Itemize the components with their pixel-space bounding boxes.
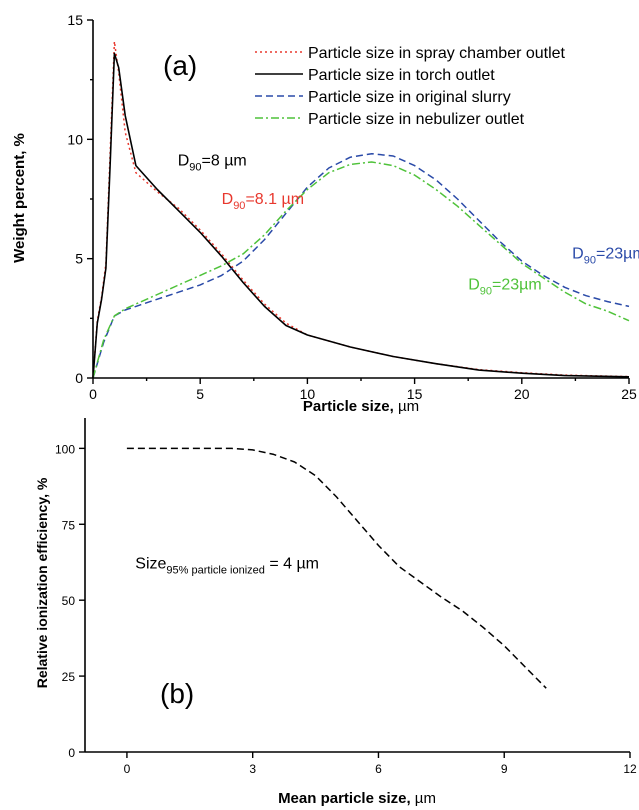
chart-a-series-line-2 — [92, 152, 630, 379]
chart-a-panel-label: (a) — [163, 50, 197, 81]
chart-b-y-axis-title: Relative ionization efficiency, % — [34, 477, 50, 688]
chart-b-x-tick-label-1: 3 — [249, 762, 256, 776]
chart-a-annotations: D90=8 µm D90=8.1 µm D90=23µm D90=23µm — [178, 153, 639, 298]
chart-a-series-line-1 — [92, 52, 630, 379]
chart-b-x-axis-title: Mean particle size, µm — [278, 790, 436, 807]
chart-b-ticks: 0 3 6 9 12 0 25 50 75 100 — [55, 442, 637, 776]
chart-a-lines — [92, 40, 630, 379]
chart-b-panel-label: (b) — [160, 678, 194, 709]
chart-a-x-tick-label-2: 10 — [300, 386, 316, 402]
chart-b-x-tick-label-2: 6 — [375, 762, 382, 776]
chart-b-y-tick-label-3: 75 — [62, 518, 76, 532]
chart-b-x-tick-label-4: 12 — [623, 762, 637, 776]
chart-a-x-tick-label-1: 5 — [196, 386, 204, 402]
chart-a-x-tick-label-0: 0 — [89, 386, 97, 402]
chart-b-y-tick-label-4: 100 — [55, 442, 75, 456]
chart-a-x-tick-label-3: 15 — [407, 386, 423, 402]
chart-panel-a: 0 5 10 15 20 25 0 5 10 15 (a) Particle size in sp… — [11, 12, 639, 415]
chart-a-x-axis-title: Particle size, µm — [303, 398, 419, 415]
chart-a-legend-label-0: Particle size in spray chamber outlet — [308, 45, 566, 62]
chart-a-y-tick-label-3: 15 — [67, 12, 83, 28]
chart-b-annotation-0: Size95% particle ionized = 4 µm — [135, 555, 319, 576]
chart-b-x-tick-label-3: 9 — [501, 762, 508, 776]
chart-a-y-axis-title: Weight percent, % — [11, 133, 28, 263]
chart-b-lines — [126, 447, 547, 689]
chart-a-y-tick-label-2: 10 — [67, 131, 83, 147]
chart-a-y-tick-label-0: 0 — [75, 370, 83, 386]
chart-a-legend-label-3: Particle size in nebulizer outlet — [308, 111, 525, 128]
chart-b-y-tick-label-1: 25 — [62, 670, 76, 684]
chart-a-x-tick-label-5: 25 — [621, 386, 637, 402]
chart-b-y-tick-label-0: 0 — [68, 746, 75, 760]
chart-b-y-tick-label-2: 50 — [62, 594, 76, 608]
chart-a-x-tick-label-4: 20 — [514, 386, 530, 402]
chart-a-legend: Particle size in spray chamber outlet Par… — [255, 45, 566, 128]
chart-a-series-line-3 — [92, 161, 630, 379]
chart-panel-b: 0 3 6 9 12 0 25 50 75 100 (b) Size95% particle io… — [34, 418, 637, 807]
chart-a-annotation-3: D90=23µm — [468, 277, 542, 298]
chart-a-legend-label-2: Particle size in original slurry — [308, 89, 511, 106]
chart-a-annotation-0: D90=8 µm — [178, 153, 247, 174]
chart-a-y-tick-label-1: 5 — [75, 251, 83, 267]
chart-a-annotation-2: D90=23µm — [572, 246, 639, 267]
chart-b-annotations: Size95% particle ionized = 4 µm — [135, 555, 319, 576]
chart-b-series-line-0 — [126, 447, 547, 689]
chart-a-annotation-1: D90=8.1 µm — [222, 191, 304, 212]
chart-b-x-tick-label-0: 0 — [124, 762, 131, 776]
chart-a-ticks: 0 5 10 15 20 25 0 5 10 15 — [67, 12, 637, 402]
chart-a-legend-label-1: Particle size in torch outlet — [308, 67, 495, 84]
